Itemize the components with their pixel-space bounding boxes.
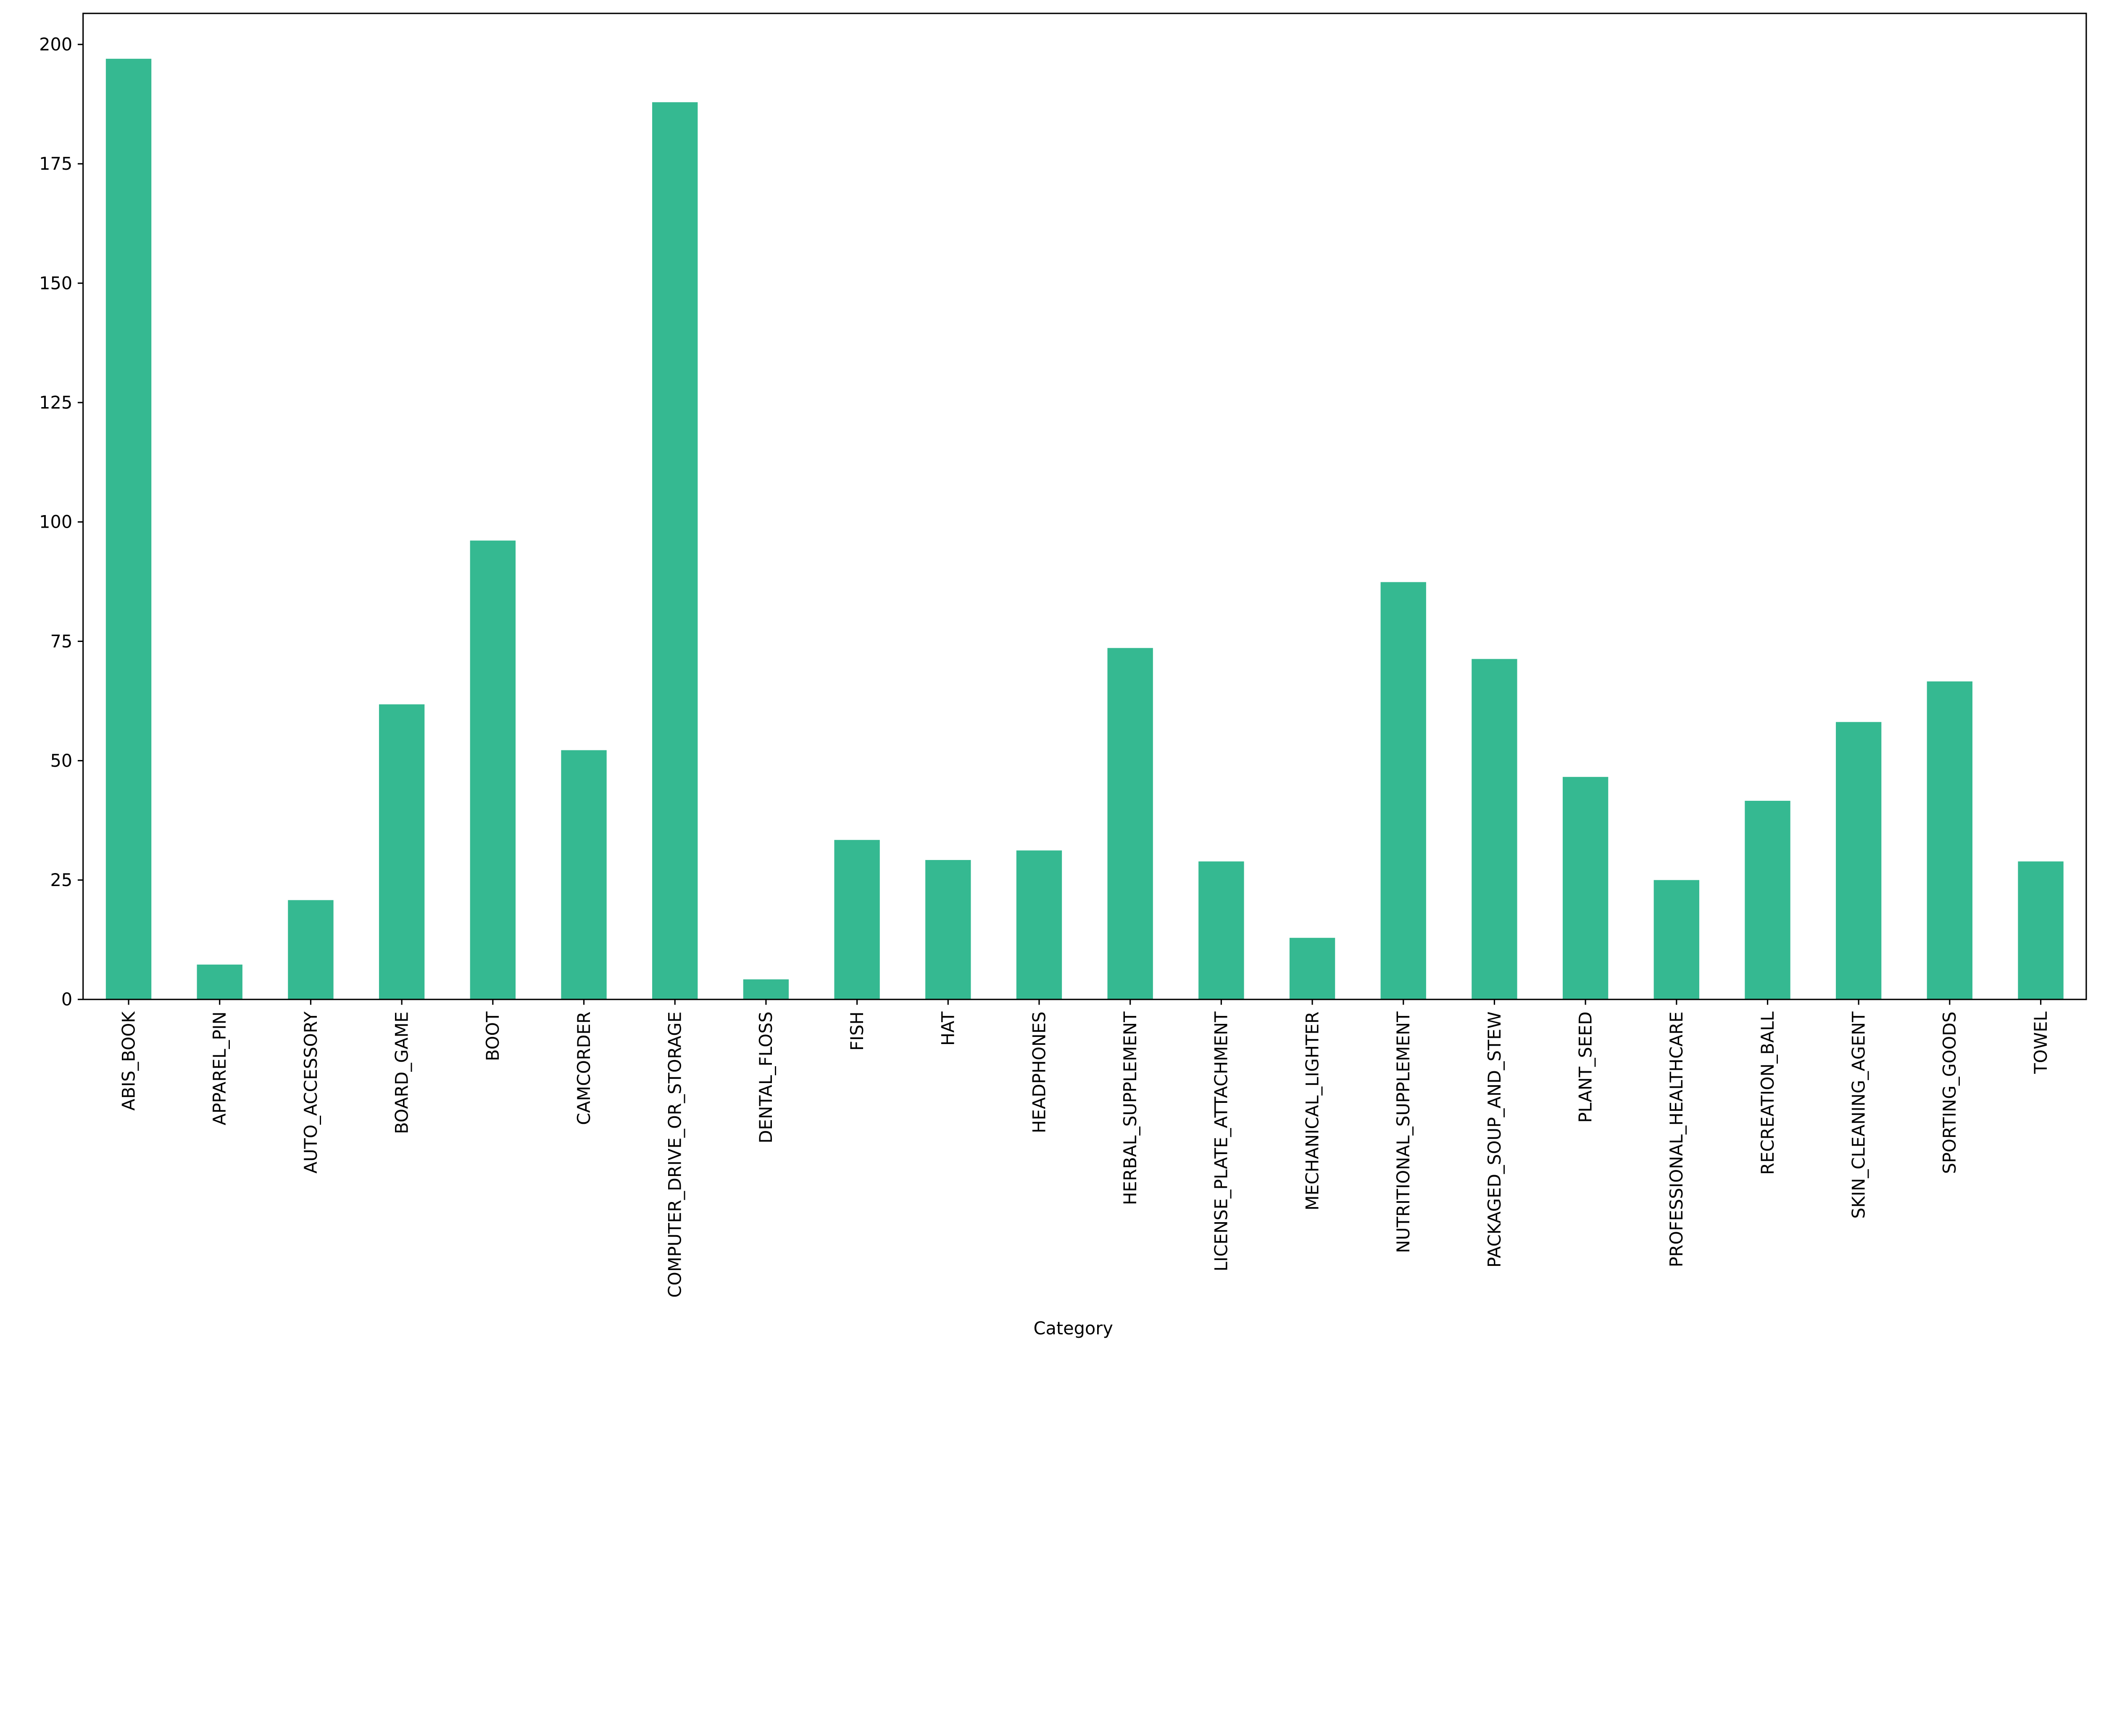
x-tick-label: FISH: [847, 1012, 867, 1051]
bar-towel: [2018, 861, 2064, 1000]
bar-license_plate_attachment: [1198, 861, 1244, 1000]
bar-boot: [470, 540, 516, 1000]
x-tick-label: MECHANICAL_LIGHTER: [1302, 1012, 1322, 1211]
bar-board_game: [379, 704, 425, 1000]
bar-auto_accessory: [288, 900, 334, 1000]
x-tick-label: BOARD_GAME: [392, 1012, 412, 1134]
x-tick-label: CAMCORDER: [574, 1012, 594, 1125]
bar-mechanical_lighter: [1289, 938, 1335, 1000]
bar-computer_drive_or_storage: [652, 102, 698, 1000]
bar-nutritional_supplement: [1380, 582, 1426, 1000]
bar-plant_seed: [1562, 777, 1609, 1000]
bar-skin_cleaning_agent: [1836, 722, 1882, 1000]
bar-hat: [925, 860, 971, 1000]
x-tick-label: NUTRITIONAL_SUPPLEMENT: [1393, 1011, 1414, 1253]
x-tick-label: DENTAL_FLOSS: [756, 1012, 776, 1144]
x-tick-label: APPAREL_PIN: [210, 1012, 230, 1126]
y-tick-label: 25: [50, 870, 72, 890]
y-tick-label: 150: [39, 273, 72, 293]
x-tick-label: RECREATION_BALL: [1758, 1012, 1778, 1175]
y-tick-label: 125: [39, 393, 72, 413]
bar-sporting_goods: [1927, 681, 1973, 1000]
x-tick-label: AUTO_ACCESSORY: [301, 1011, 321, 1173]
plot-frame: [82, 13, 2087, 1000]
y-tick-label: 75: [50, 631, 72, 652]
x-tick-label: PLANT_SEED: [1575, 1012, 1595, 1123]
bar-headphones: [1016, 850, 1062, 1000]
x-tick-label: HERBAL_SUPPLEMENT: [1120, 1011, 1140, 1205]
x-tick-label: PACKAGED_SOUP_AND_STEW: [1485, 1012, 1505, 1268]
x-tick-label: SPORTING_GOODS: [1940, 1012, 1960, 1174]
x-tick-label: BOOT: [483, 1011, 503, 1061]
bar-professional_healthcare: [1653, 880, 1699, 1000]
y-tick-label: 200: [39, 34, 72, 55]
x-tick-label: SKIN_CLEANING_AGENT: [1849, 1011, 1869, 1219]
bar-dental_floss: [743, 979, 789, 1000]
x-tick-label: PROFESSIONAL_HEALTHCARE: [1667, 1012, 1687, 1268]
x-axis-label: Category: [1034, 1318, 1113, 1339]
y-tick-label: 100: [39, 512, 72, 532]
x-tick-label: HEADPHONES: [1029, 1012, 1049, 1134]
bar-chart: 0 25 50 75 100 125 150 175 200 ABIS_BOOK APPAREL_…: [39, 13, 2087, 1339]
y-tick-label: 0: [61, 989, 72, 1010]
bar-abis_book: [105, 58, 152, 1000]
x-tick-label: HAT: [938, 1011, 958, 1046]
x-tick-label: TOWEL: [2031, 1012, 2051, 1074]
bar-fish: [834, 840, 880, 1000]
bar-packaged_soup_and_stew: [1472, 659, 1517, 1000]
x-tick-label: ABIS_BOOK: [118, 1011, 139, 1111]
bar-camcorder: [561, 750, 607, 1000]
x-tick-label: COMPUTER_DRIVE_OR_STORAGE: [665, 1012, 685, 1298]
y-tick-label: 175: [39, 154, 72, 174]
y-tick-label: 50: [50, 751, 72, 771]
x-tick-label: LICENSE_PLATE_ATTACHMENT: [1211, 1011, 1232, 1271]
bar-apparel_pin: [197, 964, 242, 1000]
bar-herbal_supplement: [1107, 648, 1153, 1000]
bar-recreation_ball: [1745, 801, 1790, 1000]
